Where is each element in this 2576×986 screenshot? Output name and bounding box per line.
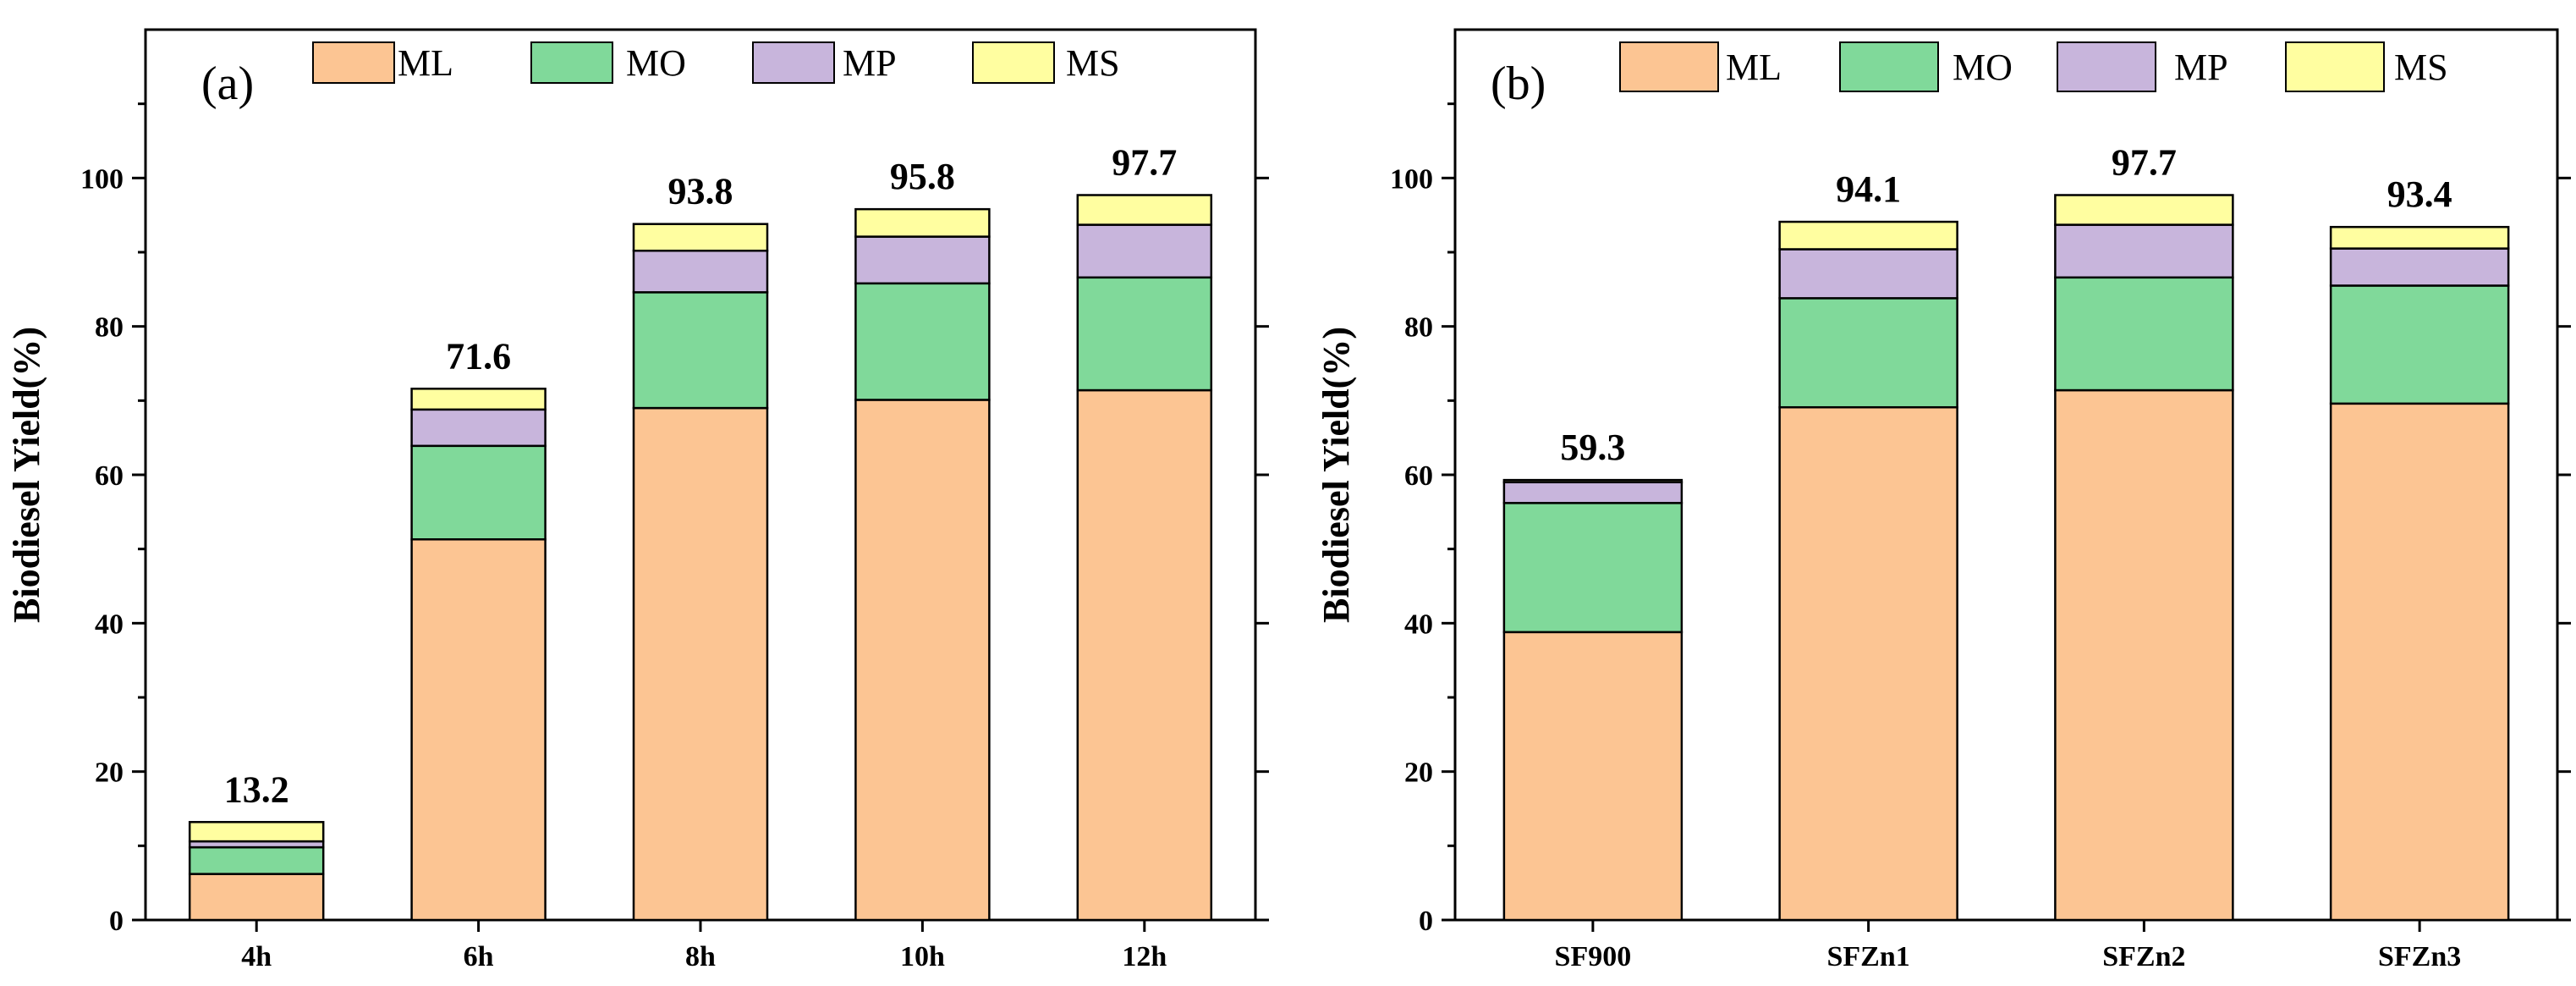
panel-a-bar-8h-ms: [632, 223, 769, 252]
panel-a-bar-10h-mo: [854, 282, 991, 401]
panel-a-bar-4h-mo: [188, 846, 325, 875]
panel-a-bar-6h-ml: [410, 538, 547, 922]
panel-a-label: (a): [201, 58, 254, 110]
panel-b-y-tick-label: 0: [1419, 906, 1433, 937]
panel-a-bar-10h-mp: [854, 235, 991, 285]
panel-a-y-axis-title: Biodiesel Yield(%): [6, 327, 47, 623]
panel-b-total-label-sfzn2: 97.7: [2112, 141, 2177, 183]
panel-b-bar-sfzn2-mo: [2054, 276, 2234, 392]
panel-a-bar-4h-ms: [188, 821, 325, 843]
panel-a-x-tick-label-4h: 4h: [241, 941, 272, 972]
panel-b-bar-sfzn1-ms: [1778, 220, 1958, 251]
panel-b-bar-sfzn1-mo: [1778, 297, 1958, 409]
panel-a-x-tick-label-10h: 10h: [900, 941, 945, 972]
panel-a-total-label-12h: 97.7: [1112, 141, 1177, 183]
panel-a-total-label-8h: 93.8: [668, 171, 733, 212]
panel-b-x-tick-label-sfzn2: SFZn2: [2102, 941, 2185, 972]
panel-b-x-tick-label-sf900: SF900: [1555, 941, 1632, 972]
panel-b-total-label-sf900: 59.3: [1560, 427, 1625, 468]
panel-a-legend-swatch-ms: [972, 41, 1055, 84]
panel-a-legend-label-ml: ML: [398, 42, 453, 84]
panel-b-bar-sf900-mp: [1502, 481, 1683, 504]
panel-a-bar-8h-ml: [632, 406, 769, 922]
panel-a-y-tick-label: 80: [95, 312, 124, 344]
panel-b-bar-sf900-ml: [1502, 631, 1683, 922]
panel-a-bar-8h-mo: [632, 291, 769, 410]
panel-b-bar-sfzn1-ml: [1778, 405, 1958, 922]
panel-b-y-tick-label: 20: [1404, 757, 1433, 789]
panel-a-legend-swatch-mp: [752, 41, 835, 84]
panel-a-y-tick-label: 20: [95, 757, 124, 789]
panel-b-bar-sfzn1-mp: [1778, 248, 1958, 300]
panel-b-legend-swatch-ms: [2285, 41, 2385, 92]
panel-a-y-tick-label: 60: [95, 460, 124, 492]
panel-a-bar-12h-mo: [1076, 276, 1213, 392]
panel-a-bar-6h-ms: [410, 388, 547, 411]
panel-a-x-tick-label-12h: 12h: [1122, 941, 1167, 972]
panel-b-total-label-sfzn3: 93.4: [2387, 174, 2452, 215]
panel-a-bar-12h-ml: [1076, 388, 1213, 922]
panel-b-label: (b): [1491, 58, 1546, 110]
panel-a-legend-swatch-ml: [312, 41, 395, 84]
panel-b-y-tick-label: 40: [1404, 609, 1433, 640]
panel-b-bar-sfzn2-ml: [2054, 388, 2234, 922]
panel-b-y-axis-title: Biodiesel Yield(%): [1315, 327, 1357, 623]
panel-b-bar-sfzn3-ml: [2329, 402, 2510, 922]
panel-b: 0 20 40 60 80 100 Biodiesel Yield(%) (b) 59.3 SF9…: [1315, 28, 2571, 972]
panel-a-y-tick-label: 100: [80, 163, 124, 195]
panel-b-legend-label-mp: MP: [2174, 47, 2228, 88]
panel-b-legend-label-mo: MO: [1953, 47, 2013, 88]
panel-b-bar-sfzn3-mp: [2329, 247, 2510, 287]
panel-b-x-tick-label-sfzn1: SFZn1: [1826, 941, 1909, 972]
panel-a-bar-12h-ms: [1076, 194, 1213, 226]
panel-b-bar-sfzn3-mo: [2329, 284, 2510, 405]
panel-a-total-label-6h: 71.6: [446, 335, 511, 377]
panel-a: 0 20 40 60 80 100 Biodiesel Yield(%) (a) 13.2 4h 7…: [6, 28, 1269, 972]
panel-b-y-tick-label: 80: [1404, 312, 1433, 344]
panel-a-bar-10h-ml: [854, 399, 991, 922]
panel-a-total-label-10h: 95.8: [890, 156, 955, 197]
panel-b-legend-swatch-mo: [1839, 41, 1939, 92]
panel-b-legend-swatch-mp: [2057, 41, 2156, 92]
panel-a-bar-10h-ms: [854, 207, 991, 238]
panel-b-legend-swatch-ml: [1619, 41, 1719, 92]
panel-a-legend-label-mo: MO: [626, 42, 686, 84]
panel-a-legend-label-ms: MS: [1066, 42, 1120, 84]
panel-a-y-tick-label: 0: [109, 906, 124, 937]
panel-a-bar-8h-mp: [632, 249, 769, 294]
panel-b-legend-label-ms: MS: [2394, 47, 2448, 88]
panel-b-y-tick-label: 60: [1404, 460, 1433, 492]
panel-a-x-tick-label-8h: 8h: [685, 941, 716, 972]
panel-b-legend-label-ml: ML: [1726, 47, 1782, 88]
panel-a-bar-4h-ml: [188, 873, 325, 922]
panel-a-bar-12h-mp: [1076, 223, 1213, 279]
panel-a-bar-6h-mp: [410, 408, 547, 448]
panel-a-legend-swatch-mo: [530, 41, 613, 84]
panel-a-y-tick-label: 40: [95, 609, 124, 640]
panel-a-bar-6h-mo: [410, 444, 547, 541]
panel-b-y-tick-label: 100: [1390, 163, 1433, 195]
panel-a-x-tick-label-6h: 6h: [464, 941, 494, 972]
panel-b-bar-sf900-ms: [1502, 478, 1683, 484]
panel-b-bar-sfzn2-ms: [2054, 194, 2234, 226]
panel-b-total-label-sfzn1: 94.1: [1836, 168, 1901, 210]
panel-a-legend-label-mp: MP: [843, 42, 897, 84]
panel-b-bar-sf900-mo: [1502, 502, 1683, 634]
panel-a-total-label-4h: 13.2: [224, 768, 289, 810]
panel-b-bar-sfzn2-mp: [2054, 223, 2234, 279]
panel-b-bar-sfzn3-ms: [2329, 225, 2510, 250]
panel-b-x-tick-label-sfzn3: SFZn3: [2378, 941, 2461, 972]
